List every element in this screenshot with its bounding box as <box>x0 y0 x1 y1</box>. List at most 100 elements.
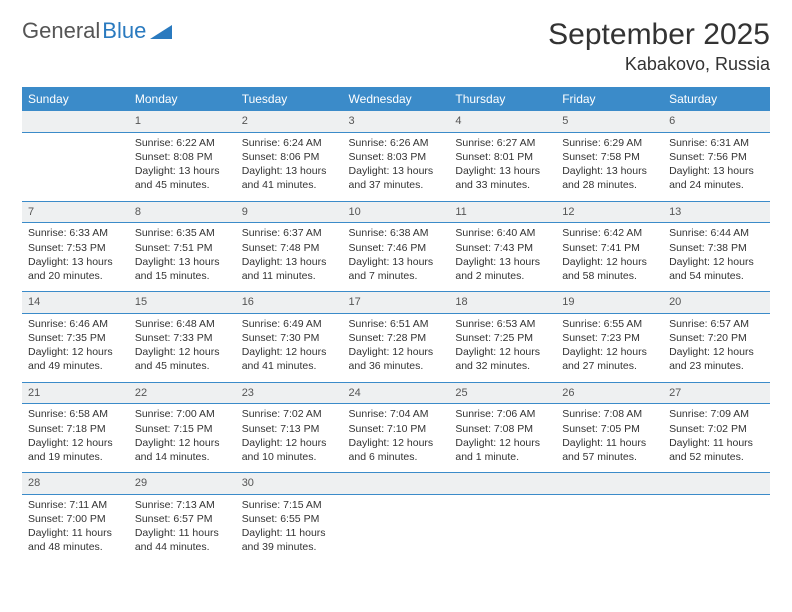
day-line: Sunset: 7:46 PM <box>349 241 444 255</box>
day-cell: Sunrise: 6:33 AMSunset: 7:53 PMDaylight:… <box>22 223 129 292</box>
day-line: Sunrise: 7:08 AM <box>562 407 657 421</box>
day-line: Daylight: 12 hours and 14 minutes. <box>135 436 230 464</box>
day-line: Sunset: 8:08 PM <box>135 150 230 164</box>
day-cell: Sunrise: 6:57 AMSunset: 7:20 PMDaylight:… <box>663 313 770 382</box>
day-cell: Sunrise: 7:09 AMSunset: 7:02 PMDaylight:… <box>663 404 770 473</box>
date-cell: 27 <box>663 382 770 404</box>
day-cell: Sunrise: 6:38 AMSunset: 7:46 PMDaylight:… <box>343 223 450 292</box>
date-cell: 8 <box>129 201 236 223</box>
date-cell: 6 <box>663 111 770 132</box>
date-cell: 23 <box>236 382 343 404</box>
day-line: Sunrise: 6:53 AM <box>455 317 550 331</box>
day-line: Sunset: 7:13 PM <box>242 422 337 436</box>
day-cell: Sunrise: 6:37 AMSunset: 7:48 PMDaylight:… <box>236 223 343 292</box>
date-cell: 3 <box>343 111 450 132</box>
day-cell <box>556 494 663 562</box>
date-cell <box>663 473 770 495</box>
day-line: Sunrise: 7:09 AM <box>669 407 764 421</box>
day-cell: Sunrise: 6:27 AMSunset: 8:01 PMDaylight:… <box>449 132 556 201</box>
day-line: Sunset: 6:55 PM <box>242 512 337 526</box>
date-cell: 5 <box>556 111 663 132</box>
day-line: Sunset: 7:05 PM <box>562 422 657 436</box>
day-line: Sunrise: 7:04 AM <box>349 407 444 421</box>
day-line: Sunset: 7:28 PM <box>349 331 444 345</box>
day-cell: Sunrise: 6:44 AMSunset: 7:38 PMDaylight:… <box>663 223 770 292</box>
day-line: Sunset: 8:03 PM <box>349 150 444 164</box>
day-cell: Sunrise: 6:22 AMSunset: 8:08 PMDaylight:… <box>129 132 236 201</box>
date-cell: 17 <box>343 292 450 314</box>
date-row: 78910111213 <box>22 201 770 223</box>
day-line: Sunrise: 6:49 AM <box>242 317 337 331</box>
date-row: 21222324252627 <box>22 382 770 404</box>
day-line: Daylight: 13 hours and 15 minutes. <box>135 255 230 283</box>
brand-part1: General <box>22 18 100 44</box>
date-cell: 29 <box>129 473 236 495</box>
day-cell: Sunrise: 6:40 AMSunset: 7:43 PMDaylight:… <box>449 223 556 292</box>
day-line: Daylight: 11 hours and 57 minutes. <box>562 436 657 464</box>
day-cell: Sunrise: 6:35 AMSunset: 7:51 PMDaylight:… <box>129 223 236 292</box>
month-title: September 2025 <box>548 18 770 52</box>
day-line: Daylight: 12 hours and 36 minutes. <box>349 345 444 373</box>
week-row: Sunrise: 6:46 AMSunset: 7:35 PMDaylight:… <box>22 313 770 382</box>
day-cell: Sunrise: 7:15 AMSunset: 6:55 PMDaylight:… <box>236 494 343 562</box>
day-line: Sunrise: 6:29 AM <box>562 136 657 150</box>
day-cell: Sunrise: 6:26 AMSunset: 8:03 PMDaylight:… <box>343 132 450 201</box>
date-cell: 10 <box>343 201 450 223</box>
day-cell: Sunrise: 6:46 AMSunset: 7:35 PMDaylight:… <box>22 313 129 382</box>
day-cell: Sunrise: 6:55 AMSunset: 7:23 PMDaylight:… <box>556 313 663 382</box>
day-cell: Sunrise: 6:48 AMSunset: 7:33 PMDaylight:… <box>129 313 236 382</box>
day-header: Wednesday <box>343 87 450 111</box>
date-cell: 18 <box>449 292 556 314</box>
date-cell: 26 <box>556 382 663 404</box>
date-cell: 14 <box>22 292 129 314</box>
day-line: Daylight: 13 hours and 24 minutes. <box>669 164 764 192</box>
day-header: Sunday <box>22 87 129 111</box>
day-line: Daylight: 13 hours and 20 minutes. <box>28 255 123 283</box>
day-line: Sunset: 7:15 PM <box>135 422 230 436</box>
day-line: Daylight: 13 hours and 41 minutes. <box>242 164 337 192</box>
day-line: Sunrise: 7:02 AM <box>242 407 337 421</box>
day-header: Monday <box>129 87 236 111</box>
day-line: Sunrise: 6:35 AM <box>135 226 230 240</box>
date-cell: 12 <box>556 201 663 223</box>
day-line: Daylight: 13 hours and 11 minutes. <box>242 255 337 283</box>
day-cell: Sunrise: 6:42 AMSunset: 7:41 PMDaylight:… <box>556 223 663 292</box>
location: Kabakovo, Russia <box>548 54 770 75</box>
day-cell <box>449 494 556 562</box>
date-cell <box>22 111 129 132</box>
day-line: Sunset: 7:58 PM <box>562 150 657 164</box>
day-header: Thursday <box>449 87 556 111</box>
day-line: Daylight: 11 hours and 48 minutes. <box>28 526 123 554</box>
date-cell: 1 <box>129 111 236 132</box>
day-cell: Sunrise: 7:00 AMSunset: 7:15 PMDaylight:… <box>129 404 236 473</box>
day-line: Sunrise: 6:46 AM <box>28 317 123 331</box>
day-line: Sunset: 7:43 PM <box>455 241 550 255</box>
header: GeneralBlue September 2025 Kabakovo, Rus… <box>22 18 770 75</box>
day-cell: Sunrise: 7:13 AMSunset: 6:57 PMDaylight:… <box>129 494 236 562</box>
day-line: Sunset: 7:20 PM <box>669 331 764 345</box>
week-row: Sunrise: 6:33 AMSunset: 7:53 PMDaylight:… <box>22 223 770 292</box>
day-cell: Sunrise: 6:58 AMSunset: 7:18 PMDaylight:… <box>22 404 129 473</box>
day-line: Daylight: 12 hours and 27 minutes. <box>562 345 657 373</box>
day-line: Daylight: 11 hours and 52 minutes. <box>669 436 764 464</box>
day-line: Sunset: 7:53 PM <box>28 241 123 255</box>
day-line: Daylight: 11 hours and 44 minutes. <box>135 526 230 554</box>
day-line: Daylight: 12 hours and 49 minutes. <box>28 345 123 373</box>
day-line: Daylight: 13 hours and 45 minutes. <box>135 164 230 192</box>
day-line: Sunrise: 6:51 AM <box>349 317 444 331</box>
day-line: Sunset: 7:30 PM <box>242 331 337 345</box>
day-line: Daylight: 13 hours and 7 minutes. <box>349 255 444 283</box>
date-cell: 16 <box>236 292 343 314</box>
week-row: Sunrise: 6:58 AMSunset: 7:18 PMDaylight:… <box>22 404 770 473</box>
date-cell <box>449 473 556 495</box>
day-header: Saturday <box>663 87 770 111</box>
day-cell: Sunrise: 6:29 AMSunset: 7:58 PMDaylight:… <box>556 132 663 201</box>
day-cell: Sunrise: 6:51 AMSunset: 7:28 PMDaylight:… <box>343 313 450 382</box>
day-line: Daylight: 12 hours and 45 minutes. <box>135 345 230 373</box>
day-line: Sunrise: 7:13 AM <box>135 498 230 512</box>
date-cell: 25 <box>449 382 556 404</box>
day-line: Sunset: 7:18 PM <box>28 422 123 436</box>
title-block: September 2025 Kabakovo, Russia <box>548 18 770 75</box>
day-line: Sunset: 7:48 PM <box>242 241 337 255</box>
day-cell: Sunrise: 6:31 AMSunset: 7:56 PMDaylight:… <box>663 132 770 201</box>
